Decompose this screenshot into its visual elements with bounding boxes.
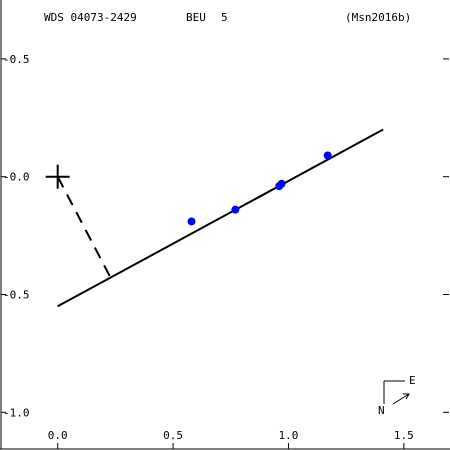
observation-point <box>323 151 332 160</box>
header-num: 5 <box>221 11 228 24</box>
y-tick-label: -0.5 <box>3 53 30 66</box>
observation-point <box>277 179 286 188</box>
orbit-line <box>57 128 384 308</box>
plot-lines <box>56 128 384 308</box>
x-tick-label: 0.5 <box>163 429 183 442</box>
compass-north-label: N <box>378 404 385 417</box>
observation-point <box>187 217 196 226</box>
compass-east-label: E <box>409 374 416 387</box>
header-ref: (Msn2016b) <box>345 11 411 24</box>
x-tick-label: 0.0 <box>48 429 68 442</box>
compass-rose: N E <box>378 374 416 417</box>
x-tick-label: 1.0 <box>279 429 299 442</box>
header-wds: WDS 04073-2429 <box>44 11 137 24</box>
x-axis-ticks: 0.0 0.5 1.0 1.5 <box>48 429 414 449</box>
y-tick-label: -0.0 <box>3 171 30 184</box>
y-tick-label: -1.0 <box>3 406 30 419</box>
primary-star-marker <box>45 164 70 189</box>
residual-dashed-line <box>56 176 112 279</box>
y-tick-label: -0.5 <box>3 289 30 302</box>
compass-arrow <box>392 393 410 405</box>
header-disc: BEU <box>186 11 206 24</box>
observation-point <box>231 205 240 214</box>
x-tick-label: 1.5 <box>394 429 414 442</box>
plot-marks <box>45 151 332 226</box>
compass-arrowhead <box>403 393 410 400</box>
y-axis-ticks: -0.5 -0.0 -0.5 -1.0 <box>1 53 449 419</box>
